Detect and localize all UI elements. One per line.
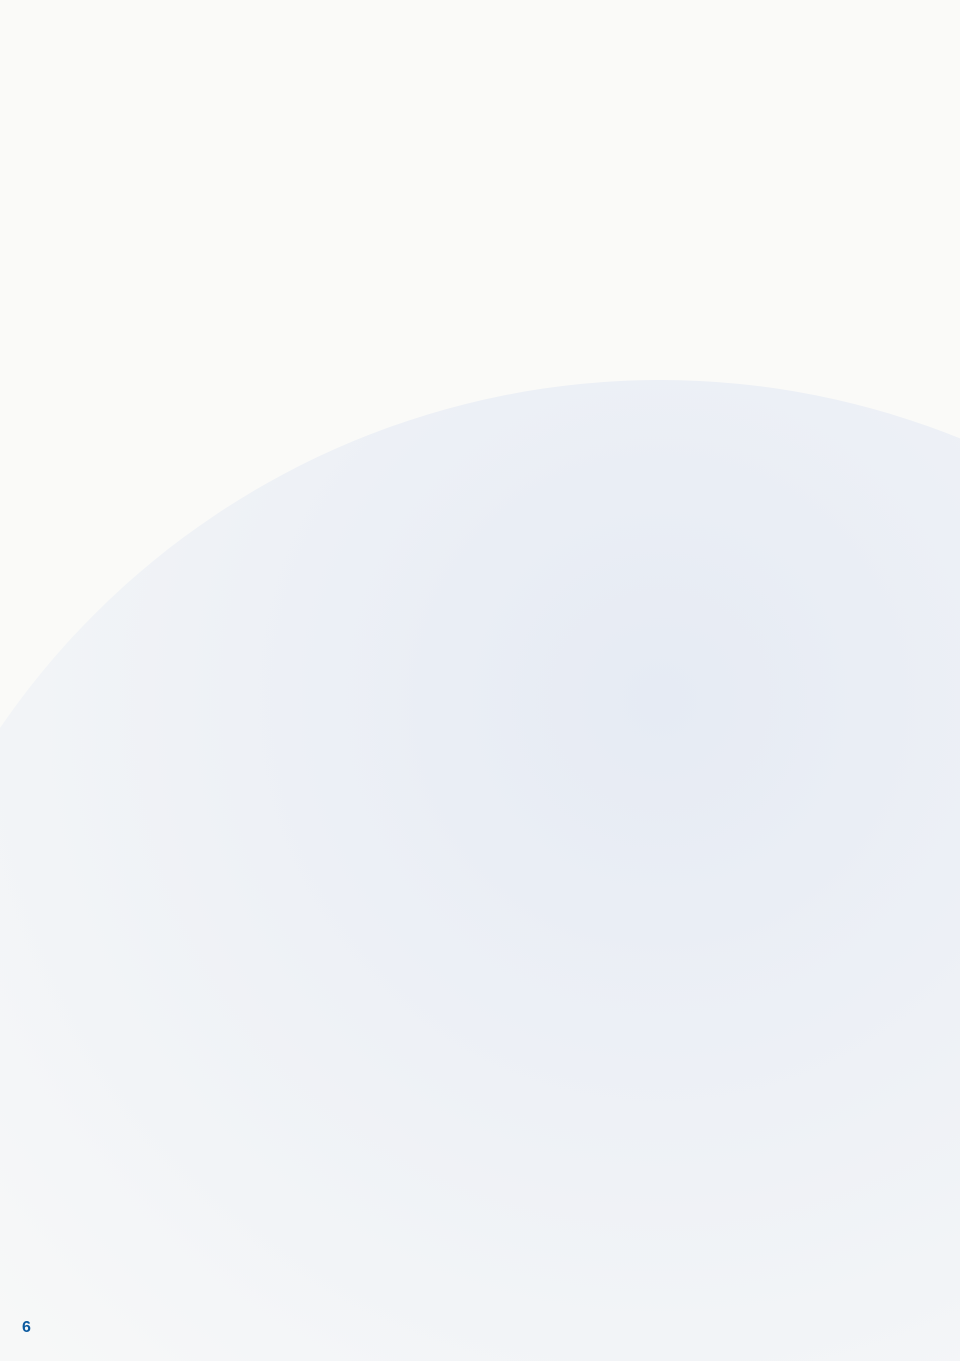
page-number: 6 (22, 1319, 31, 1337)
